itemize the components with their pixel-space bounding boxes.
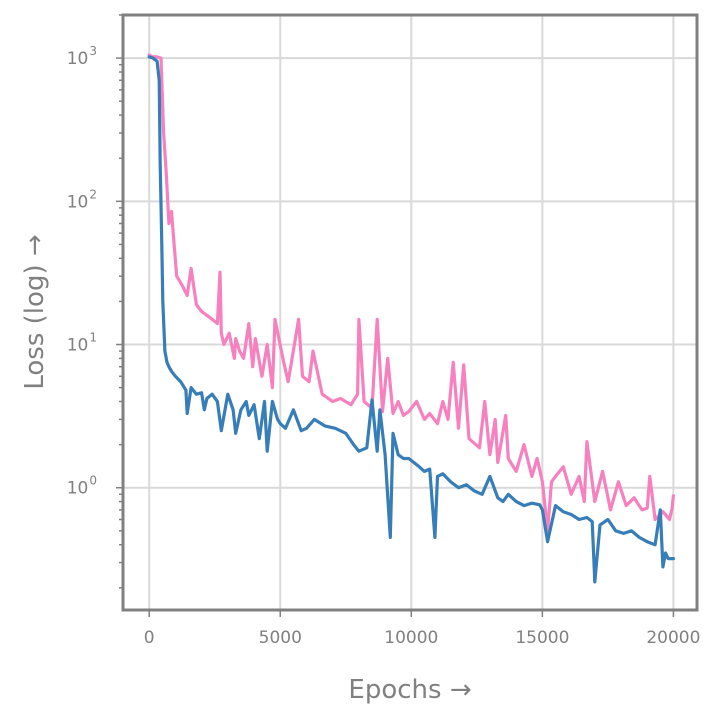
x-tick-label: 0: [144, 628, 155, 648]
x-tick-label: 20000: [646, 628, 700, 648]
y-tick-label: 102: [67, 187, 97, 212]
grid: [123, 15, 697, 610]
y-tick-label: 100: [67, 474, 97, 499]
x-axis-label: Epochs →: [348, 675, 471, 705]
y-axis-label: Loss (log) →: [20, 234, 50, 389]
series-lines: [147, 53, 676, 584]
y-tick-label: 101: [67, 331, 97, 356]
plot-frame: [121, 13, 699, 612]
x-tick-label: 5000: [259, 628, 302, 648]
series-line-blue: [147, 55, 676, 584]
axis-ticks: 0 5000 10000 15000 20000 100 101 102 103: [67, 14, 700, 648]
x-tick-label: 15000: [515, 628, 569, 648]
y-tick-label: 103: [67, 44, 97, 69]
series-line-pink: [147, 53, 676, 533]
x-tick-label: 10000: [384, 628, 438, 648]
